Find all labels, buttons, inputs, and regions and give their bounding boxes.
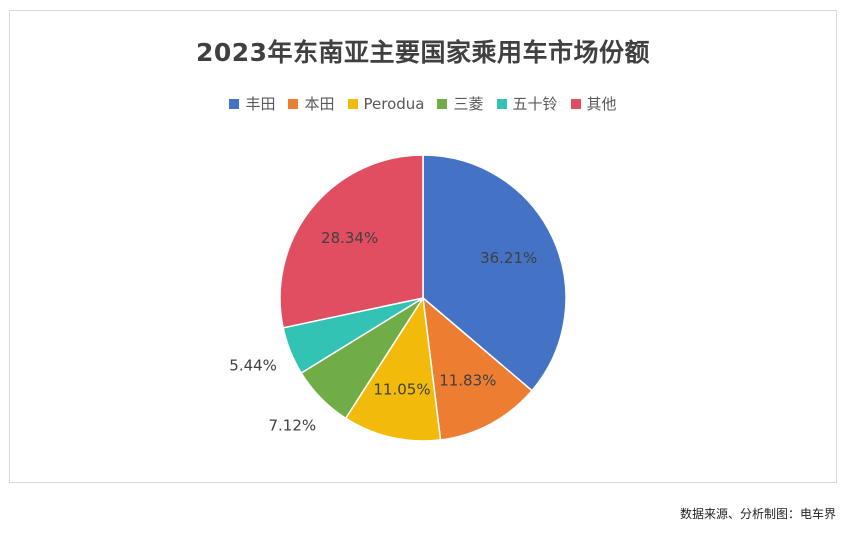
legend-label: 其他 <box>586 95 617 113</box>
legend-swatch <box>229 98 240 109</box>
data-label: 11.05% <box>373 381 430 399</box>
legend-item: Perodua <box>347 93 425 114</box>
legend-swatch <box>347 98 358 109</box>
legend-item: 三菱 <box>437 93 484 114</box>
data-label: 36.21% <box>480 249 537 267</box>
legend-swatch <box>570 98 581 109</box>
legend-label: 本田 <box>304 95 335 113</box>
legend-label: 丰田 <box>245 95 276 113</box>
pie-slice <box>279 154 424 329</box>
pie-slice <box>422 296 534 441</box>
source-note: 数据来源、分析制图：电车界 <box>679 507 836 521</box>
chart-legend: 丰田 本田 Perodua 三菱 五十铃 其他 <box>10 93 836 114</box>
legend-item: 本田 <box>288 93 335 114</box>
pie-slice <box>344 295 442 442</box>
legend-swatch <box>496 98 507 109</box>
legend-item: 其他 <box>570 93 617 114</box>
data-label: 28.34% <box>321 229 378 247</box>
pie-slice <box>422 154 567 392</box>
data-label: 7.12% <box>269 417 317 435</box>
data-label: 11.83% <box>439 372 496 390</box>
legend-label: Perodua <box>363 94 425 113</box>
legend-swatch <box>437 98 448 109</box>
legend-label: 三菱 <box>453 95 484 113</box>
chart-title: 2023年东南亚主要国家乘用车市场份额 <box>195 38 651 67</box>
data-label: 5.44% <box>229 357 277 375</box>
legend-item: 丰田 <box>229 93 275 114</box>
legend-swatch <box>288 98 299 109</box>
legend-label: 五十铃 <box>512 95 558 113</box>
legend-item: 五十铃 <box>496 93 558 114</box>
